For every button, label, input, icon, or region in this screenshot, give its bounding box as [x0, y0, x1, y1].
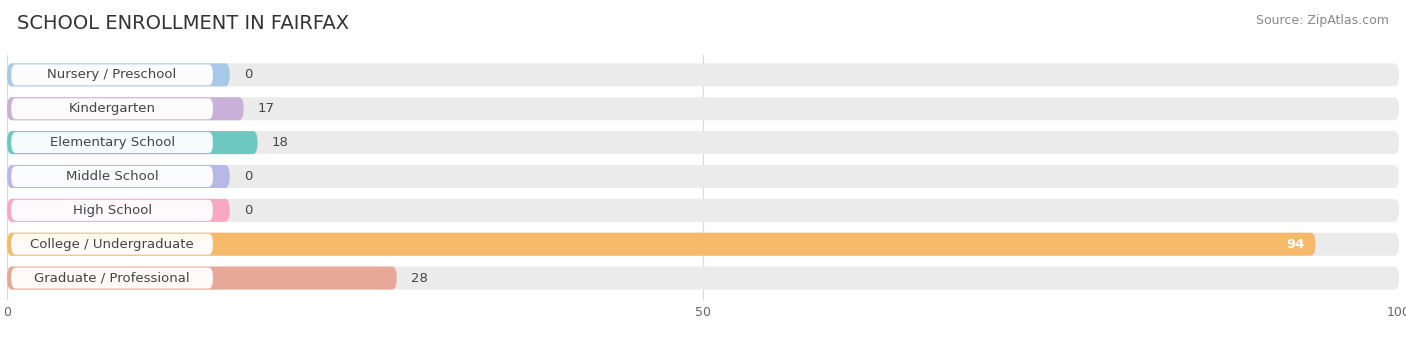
FancyBboxPatch shape: [7, 165, 229, 188]
Text: 0: 0: [243, 69, 252, 81]
Text: Kindergarten: Kindergarten: [69, 102, 156, 115]
FancyBboxPatch shape: [7, 199, 1399, 222]
Text: Source: ZipAtlas.com: Source: ZipAtlas.com: [1256, 14, 1389, 27]
FancyBboxPatch shape: [7, 97, 1399, 120]
Text: Elementary School: Elementary School: [49, 136, 174, 149]
Text: High School: High School: [73, 204, 152, 217]
FancyBboxPatch shape: [11, 268, 214, 288]
FancyBboxPatch shape: [7, 165, 1399, 188]
FancyBboxPatch shape: [11, 64, 214, 85]
FancyBboxPatch shape: [7, 267, 1399, 290]
FancyBboxPatch shape: [11, 234, 214, 255]
FancyBboxPatch shape: [11, 200, 214, 221]
FancyBboxPatch shape: [11, 132, 214, 153]
FancyBboxPatch shape: [7, 97, 243, 120]
FancyBboxPatch shape: [7, 131, 1399, 154]
FancyBboxPatch shape: [7, 63, 229, 86]
FancyBboxPatch shape: [7, 63, 1399, 86]
FancyBboxPatch shape: [7, 131, 257, 154]
Text: SCHOOL ENROLLMENT IN FAIRFAX: SCHOOL ENROLLMENT IN FAIRFAX: [17, 14, 349, 33]
Text: 0: 0: [243, 204, 252, 217]
Text: Graduate / Professional: Graduate / Professional: [34, 271, 190, 285]
Text: 28: 28: [411, 271, 427, 285]
FancyBboxPatch shape: [11, 166, 214, 187]
Text: Middle School: Middle School: [66, 170, 159, 183]
FancyBboxPatch shape: [7, 233, 1316, 256]
Text: College / Undergraduate: College / Undergraduate: [31, 238, 194, 251]
Text: 0: 0: [243, 170, 252, 183]
FancyBboxPatch shape: [11, 98, 214, 119]
FancyBboxPatch shape: [7, 267, 396, 290]
FancyBboxPatch shape: [7, 199, 229, 222]
FancyBboxPatch shape: [7, 233, 1399, 256]
Text: 18: 18: [271, 136, 288, 149]
Text: 17: 17: [257, 102, 274, 115]
Text: Nursery / Preschool: Nursery / Preschool: [48, 69, 177, 81]
Text: 94: 94: [1286, 238, 1305, 251]
